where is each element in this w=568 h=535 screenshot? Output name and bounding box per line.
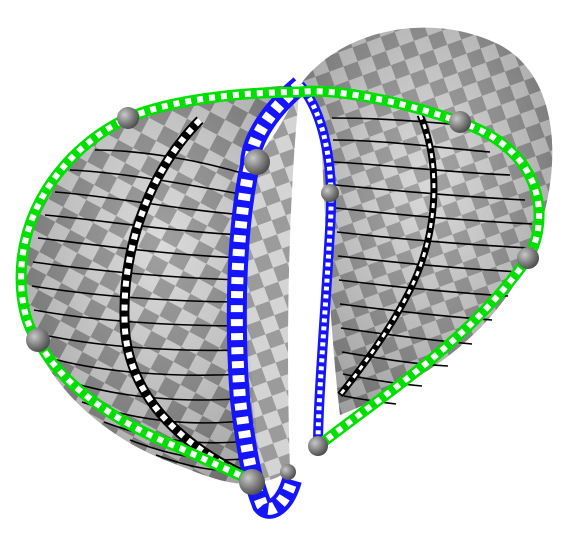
sphere-node-icon[interactable]: [321, 184, 339, 202]
sphere-node-icon[interactable]: [517, 247, 539, 269]
inner-sheet-surface: [243, 85, 300, 481]
sphere-node-icon[interactable]: [117, 107, 139, 129]
sphere-node-icon[interactable]: [244, 149, 270, 175]
sphere-node-icon[interactable]: [26, 328, 50, 352]
sphere-node-icon[interactable]: [280, 464, 296, 480]
sphere-node-icon[interactable]: [449, 111, 471, 133]
sphere-node-icon[interactable]: [239, 469, 265, 495]
blue-curve-thin: [296, 81, 337, 447]
control-nodes: [26, 107, 539, 495]
sphere-node-icon[interactable]: [308, 436, 328, 456]
